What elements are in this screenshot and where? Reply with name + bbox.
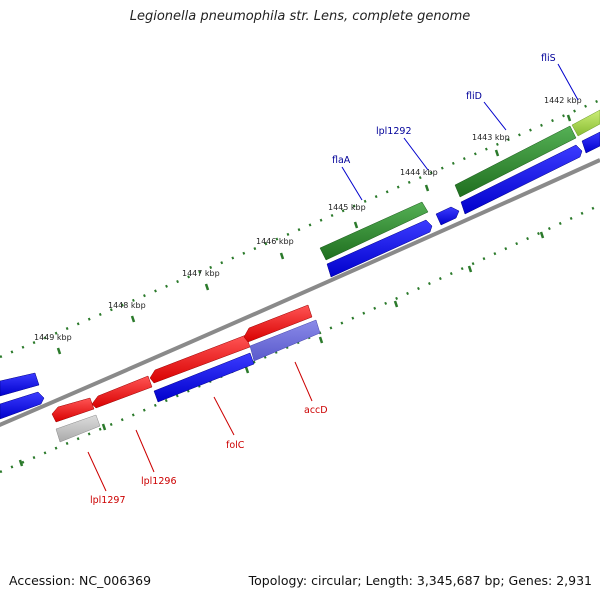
forward-gene-left-2[interactable] xyxy=(0,391,45,420)
reverse-feature-lpl1296[interactable] xyxy=(91,375,153,409)
forward-gene-fliS[interactable] xyxy=(581,131,600,154)
gene-label-lpl1297[interactable]: lpl1297 xyxy=(90,495,126,506)
tick-label-1443: 1443 kbp xyxy=(472,133,510,142)
tick-label-1447: 1447 kbp xyxy=(182,269,220,278)
gene-label-flaA[interactable]: flaA xyxy=(332,155,351,166)
outer-major-ticks xyxy=(56,114,572,355)
gene-label-folC[interactable]: folC xyxy=(226,440,245,451)
gene-label-fliD[interactable]: fliD xyxy=(466,91,482,102)
forward-feature-fliS[interactable] xyxy=(571,109,600,137)
label-leaders-forward xyxy=(341,63,579,201)
inner-major-ticks xyxy=(18,231,545,467)
reverse-feature-accD[interactable] xyxy=(243,304,313,343)
reverse-feature-lpl1297[interactable] xyxy=(51,397,95,423)
gene-label-fliS[interactable]: fliS xyxy=(541,53,556,64)
gene-label-lpl1292[interactable]: lpl1292 xyxy=(376,126,412,137)
forward-gene-fliD[interactable] xyxy=(460,144,583,215)
reverse-gene-lpl1297[interactable] xyxy=(55,414,101,443)
map-title: Legionella pneumophila str. Lens, comple… xyxy=(129,9,471,24)
genome-summary-text: Topology: circular; Length: 3,345,687 bp… xyxy=(248,573,592,588)
gene-label-accD[interactable]: accD xyxy=(304,405,328,416)
genome-backbone xyxy=(0,158,600,428)
forward-gene-flaA[interactable] xyxy=(326,219,433,278)
tick-label-1445: 1445 kbp xyxy=(328,203,366,212)
gene-label-lpl1296[interactable]: lpl1296 xyxy=(141,476,177,487)
forward-gene-left-1[interactable] xyxy=(0,372,40,397)
tick-label-1442: 1442 kbp xyxy=(544,96,582,105)
tick-label-1444: 1444 kbp xyxy=(400,168,438,177)
forward-feature-fliD[interactable] xyxy=(454,125,577,198)
tick-label-1449: 1449 kbp xyxy=(34,333,72,342)
tick-label-1448: 1448 kbp xyxy=(108,301,146,310)
reverse-gene-folC[interactable] xyxy=(153,352,255,403)
forward-gene-lpl1292[interactable] xyxy=(435,206,460,226)
label-leaders-reverse xyxy=(87,361,313,492)
forward-feature-flaA[interactable] xyxy=(319,201,429,261)
reverse-gene-accD[interactable] xyxy=(249,319,321,362)
accession-text: Accession: NC_006369 xyxy=(9,573,152,588)
tick-label-1446: 1446 kbp xyxy=(256,237,294,246)
